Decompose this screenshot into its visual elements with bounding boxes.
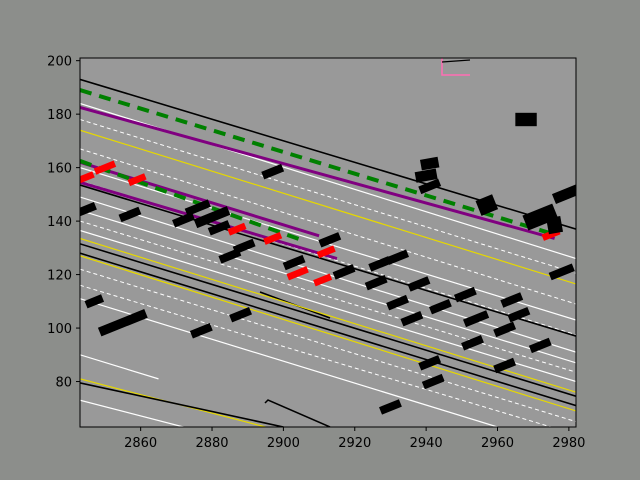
agent-box	[463, 310, 490, 328]
lane-line	[80, 298, 498, 427]
agent-box	[207, 220, 231, 236]
crosswalk-marker	[441, 58, 470, 76]
center-line	[80, 129, 576, 285]
ego-agent-box	[313, 273, 333, 287]
agent-box	[418, 178, 442, 195]
x-tick-label: 2900	[267, 436, 300, 451]
agent-box	[379, 399, 402, 415]
agent-box	[118, 206, 142, 223]
lane-line	[80, 354, 159, 380]
ego-agent-box	[93, 160, 117, 175]
agent-box	[461, 335, 484, 351]
road-edge	[80, 243, 576, 398]
agent-box	[453, 286, 477, 303]
ego-agent-box	[263, 232, 283, 245]
agent-box	[500, 292, 524, 308]
y-tick-label: 160	[47, 162, 72, 177]
road-stub-edge	[264, 399, 331, 427]
agent-box	[522, 203, 559, 231]
agent-box	[548, 263, 575, 281]
x-tick-label: 2980	[552, 436, 585, 451]
agent-box	[184, 199, 211, 217]
road-edge	[80, 382, 284, 427]
agent-box	[418, 355, 442, 371]
lane-line-dashed	[80, 268, 576, 423]
agent-box	[428, 298, 452, 315]
agent-box	[515, 112, 537, 127]
agent-box	[229, 306, 253, 323]
ego-agent-box	[316, 245, 336, 259]
ego-agent-box	[127, 173, 147, 187]
x-tick-label: 2940	[410, 436, 443, 451]
lane-line-dashed	[80, 148, 576, 305]
x-tick-label: 2860	[124, 436, 157, 451]
agent-box	[318, 232, 342, 248]
agent-box	[386, 249, 410, 265]
lane-line	[80, 209, 576, 364]
agent-box	[368, 256, 392, 272]
agent-box	[493, 321, 517, 338]
lane-line-dashed	[80, 119, 576, 274]
y-tick-label: 140	[47, 215, 72, 230]
y-tick-label: 120	[47, 269, 72, 284]
lane-line-dashed	[80, 220, 576, 373]
ego-agent-box	[286, 266, 309, 281]
lane-line	[80, 399, 184, 427]
x-tick-label: 2880	[195, 436, 228, 451]
agent-box	[84, 294, 105, 309]
agent-box	[414, 168, 438, 183]
agent-box	[97, 309, 148, 337]
agent-box	[546, 215, 564, 235]
y-tick-label: 80	[55, 376, 72, 391]
axes-frame	[79, 57, 577, 428]
agent-box	[419, 156, 440, 171]
lane-line	[80, 229, 576, 383]
center-line	[80, 255, 576, 412]
lane-line-dashed	[80, 284, 552, 427]
agent-box	[189, 323, 213, 339]
agent-box	[407, 276, 431, 292]
agent-box	[172, 212, 195, 228]
road-edge	[80, 252, 576, 407]
ego-agent-box	[227, 222, 247, 236]
y-tick-label: 200	[47, 55, 72, 70]
agent-box	[282, 254, 306, 271]
agent-box	[261, 163, 285, 180]
agent-box	[400, 310, 424, 327]
y-tick-label: 100	[47, 322, 72, 337]
x-tick-label: 2920	[338, 436, 371, 451]
agent-box	[493, 357, 517, 374]
ego-agent-box	[80, 171, 95, 186]
agent-box	[386, 294, 410, 311]
route-dash	[80, 88, 556, 237]
agent-box	[193, 206, 231, 229]
y-tick-label: 180	[47, 108, 72, 123]
agent-box	[507, 306, 531, 323]
agent-box	[232, 238, 256, 255]
x-tick-label: 2960	[481, 436, 514, 451]
agent-box	[332, 264, 356, 280]
agent-box	[364, 274, 388, 291]
agent-box	[528, 337, 552, 354]
agent-box	[475, 194, 499, 216]
axis-ticks: 2860 2880 2900 2920 2940 2960 2980 80 100 120 140 1…	[47, 55, 585, 451]
road-edge	[80, 184, 576, 337]
agent-box	[80, 202, 97, 217]
agent-box	[551, 182, 576, 205]
crosswalk-edge	[441, 59, 471, 63]
plot-layer	[80, 58, 576, 427]
route-line	[80, 106, 555, 240]
center-line	[80, 237, 576, 393]
agent-box	[421, 373, 445, 390]
